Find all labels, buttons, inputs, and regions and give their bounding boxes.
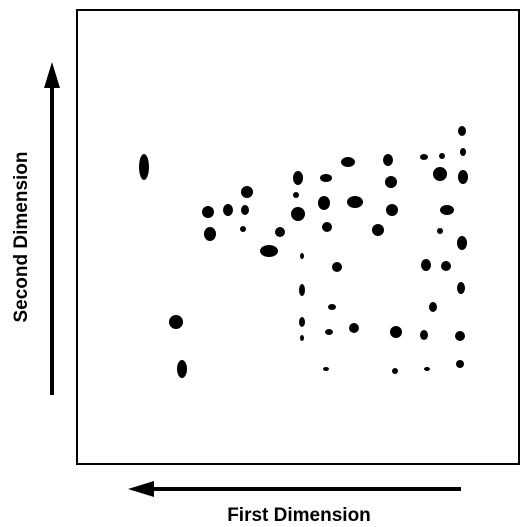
protein-spot (386, 204, 398, 216)
protein-spot (457, 236, 467, 250)
protein-spot (275, 227, 285, 237)
protein-spot (328, 304, 336, 310)
protein-spot (241, 186, 253, 198)
protein-spot (429, 302, 437, 312)
gel-frame (77, 10, 519, 464)
protein-spot (458, 170, 468, 184)
protein-spot (332, 262, 342, 272)
y-arrow-head (44, 62, 60, 88)
protein-spot (322, 222, 332, 232)
protein-spot (440, 205, 454, 215)
protein-spot (293, 192, 299, 198)
protein-spot (293, 171, 303, 185)
x-arrow-head (128, 481, 154, 497)
protein-spot (424, 367, 430, 371)
protein-spot (455, 331, 465, 341)
protein-spot (260, 245, 278, 257)
protein-spot (349, 323, 359, 333)
protein-spot (439, 153, 445, 159)
protein-spot (347, 196, 363, 208)
protein-spot (392, 368, 398, 374)
protein-spot (323, 367, 329, 371)
protein-spot (420, 330, 428, 340)
protein-spot (457, 282, 465, 294)
protein-spot (177, 360, 187, 378)
protein-spot (458, 126, 466, 136)
protein-spot (421, 259, 431, 271)
y-axis-label: Second Dimension (11, 151, 32, 322)
x-axis-label: First Dimension (227, 505, 371, 526)
protein-spot (300, 335, 304, 341)
protein-spot (300, 253, 304, 259)
gel-figure: Second Dimension First Dimension (0, 0, 522, 527)
protein-spot (372, 224, 384, 236)
protein-spot (241, 205, 249, 215)
protein-spot (291, 207, 305, 221)
protein-spot (460, 148, 466, 156)
protein-spot (204, 227, 216, 241)
protein-spot (169, 315, 183, 329)
protein-spot (325, 329, 333, 335)
protein-spot (139, 154, 149, 180)
protein-spot (223, 204, 233, 216)
protein-spot (320, 174, 332, 182)
protein-spot (240, 226, 246, 232)
protein-spot (341, 157, 355, 167)
protein-spot (385, 176, 397, 188)
protein-spot (202, 206, 214, 218)
protein-spot (318, 196, 330, 210)
page: {"axes": {"y_label": "Second Dimension",… (0, 0, 522, 527)
protein-spot (299, 284, 305, 296)
protein-spot (433, 167, 447, 181)
protein-spot (456, 360, 464, 368)
protein-spot (437, 228, 443, 234)
protein-spot (383, 154, 393, 166)
protein-spot (441, 261, 451, 271)
protein-spot (299, 317, 305, 327)
protein-spot (390, 326, 402, 338)
protein-spot (420, 154, 428, 160)
